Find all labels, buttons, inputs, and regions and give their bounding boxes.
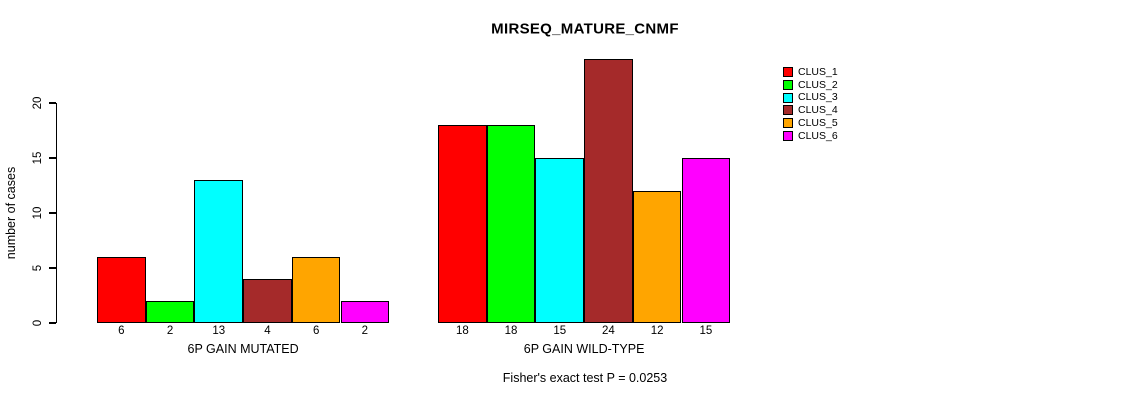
bar-value-label: 15 (699, 325, 713, 337)
bar-value-label: 4 (264, 325, 271, 337)
x-group-label: 6P GAIN MUTATED (187, 342, 299, 356)
bar-clus_1-group1 (97, 257, 146, 323)
y-axis-tick-label: 5 (32, 264, 44, 272)
y-axis-tick-label: 10 (32, 206, 44, 220)
bar-clus_3-group1 (194, 180, 244, 323)
legend-swatch-clus_1 (783, 67, 793, 78)
y-axis-tick-label: 20 (32, 96, 44, 110)
y-axis-tick (49, 212, 56, 214)
bar-clus_5-group2 (632, 191, 682, 323)
fisher-test-annotation: Fisher's exact test P = 0.0253 (502, 371, 668, 385)
legend-item-clus_5: CLUS_5 (783, 117, 838, 130)
legend-label: CLUS_6 (798, 129, 838, 142)
legend-label: CLUS_5 (798, 116, 838, 129)
legend-item-clus_6: CLUS_6 (783, 129, 838, 142)
bar-value-label: 6 (312, 325, 320, 337)
y-axis-tick-label: 15 (32, 151, 44, 165)
legend-swatch-clus_4 (783, 105, 793, 116)
legend-label: CLUS_3 (798, 91, 838, 104)
legend-item-clus_3: CLUS_3 (783, 91, 838, 104)
legend: CLUS_1 CLUS_2 CLUS_3 CLUS_4 CLUS_5 CLUS_6 (783, 66, 838, 142)
y-axis-label: number of cases (4, 166, 18, 260)
chart-title: MIRSEQ_MATURE_CNMF (491, 20, 679, 38)
bar-clus_5-group1 (291, 257, 341, 323)
legend-swatch-clus_5 (783, 118, 793, 129)
bar-clus_2-group1 (145, 301, 195, 323)
y-axis-tick (49, 267, 56, 269)
bar-value-label: 24 (602, 325, 615, 337)
legend-label: CLUS_2 (798, 78, 838, 91)
bar-value-label: 2 (361, 325, 369, 337)
bar-value-label: 6 (118, 325, 125, 337)
bar-value-label: 12 (650, 325, 664, 337)
bar-value-label: 18 (504, 325, 518, 337)
legend-swatch-clus_3 (783, 92, 793, 103)
bar-value-label: 2 (166, 325, 174, 337)
bar-clus_4-group1 (243, 279, 292, 323)
legend-swatch-clus_2 (783, 80, 793, 91)
y-axis-line (56, 103, 58, 323)
bar-value-label: 13 (212, 325, 226, 337)
bar-clus_6-group1 (340, 301, 390, 323)
y-axis-tick (49, 157, 56, 159)
legend-swatch-clus_6 (783, 130, 793, 141)
legend-item-clus_4: CLUS_4 (783, 104, 838, 117)
y-axis-tick (49, 102, 56, 104)
bar-clus_2-group2 (486, 125, 536, 323)
x-group-label: 6P GAIN WILD-TYPE (523, 342, 645, 356)
legend-item-clus_1: CLUS_1 (783, 66, 838, 79)
bar-value-label: 15 (553, 325, 567, 337)
y-axis-tick (49, 322, 56, 324)
bar-clus_1-group2 (438, 125, 487, 323)
bar-clus_6-group2 (681, 158, 731, 323)
legend-item-clus_2: CLUS_2 (783, 79, 838, 92)
y-axis-tick-label: 0 (32, 319, 44, 327)
bar-clus_3-group2 (535, 158, 585, 323)
bar-clus_4-group2 (584, 59, 633, 323)
bar-value-label: 18 (455, 325, 469, 337)
legend-label: CLUS_1 (798, 66, 838, 79)
legend-label: CLUS_4 (798, 104, 838, 117)
